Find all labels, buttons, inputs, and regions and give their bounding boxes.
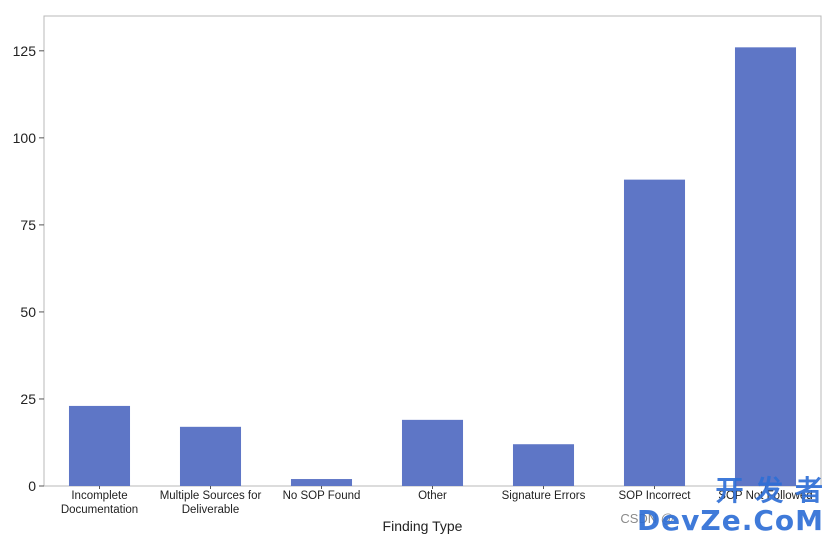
x-tick-label: Signature Errors <box>502 490 586 502</box>
y-tick-label: 25 <box>20 391 36 407</box>
bar <box>623 179 686 486</box>
x-tick-label: Multiple Sources for Deliverable <box>160 490 262 516</box>
x-tick-label: Other <box>418 490 447 502</box>
plot-frame <box>43 15 822 487</box>
bar <box>290 479 353 486</box>
x-axis-title: Finding Type <box>383 518 463 534</box>
x-tick-label: SOP Incorrect <box>618 490 691 502</box>
y-tick-label: 125 <box>13 43 37 59</box>
bar-series <box>68 47 797 486</box>
x-tick-label: SOP Not Followed <box>718 490 812 502</box>
bar <box>512 444 575 486</box>
bar <box>179 426 242 486</box>
bar <box>68 405 131 486</box>
x-tick-label: No SOP Found <box>283 490 361 502</box>
bar <box>734 47 797 486</box>
y-tick-label: 50 <box>20 304 36 320</box>
y-tick-label: 0 <box>28 478 36 494</box>
bar <box>401 419 464 486</box>
y-tick-label: 100 <box>13 130 37 146</box>
x-axis: Incomplete Documentation Multiple Sources … <box>61 486 813 516</box>
y-axis: 0 25 50 75 100 125 <box>13 43 44 494</box>
y-tick-label: 75 <box>20 217 36 233</box>
x-tick-label: Incomplete Documentation <box>61 490 138 516</box>
